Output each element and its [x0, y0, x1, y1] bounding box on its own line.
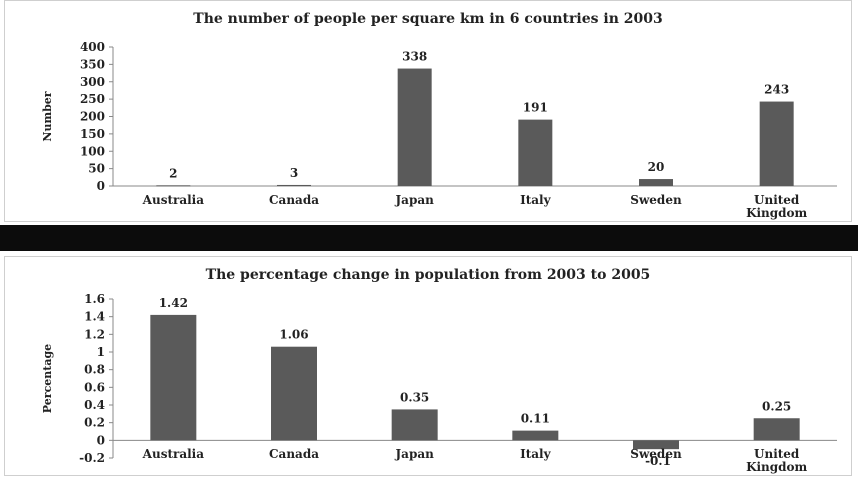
- y-tick-label: 1.4: [84, 310, 105, 324]
- x-tick-label-line: Kingdom: [746, 460, 807, 474]
- y-tick-label: 0: [97, 433, 105, 447]
- bar: [759, 101, 794, 186]
- x-tick-label: Sweden: [630, 193, 682, 207]
- y-tick-label: 0.2: [84, 416, 105, 430]
- bar: [156, 185, 191, 187]
- y-tick-label: 0: [97, 179, 105, 193]
- x-tick-label: Italy: [520, 193, 551, 207]
- y-axis-label: Percentage: [41, 344, 54, 413]
- data-label: 20: [648, 160, 665, 174]
- x-tick-label: Japan: [394, 193, 434, 207]
- data-label: 0.11: [521, 412, 550, 426]
- y-tick-label: 350: [80, 57, 105, 71]
- density-chart-title: The number of people per square km in 6 …: [193, 11, 663, 27]
- data-label: 3: [290, 166, 298, 180]
- data-label: 1.42: [159, 296, 188, 310]
- bar: [391, 409, 438, 441]
- population-change-chart-panel: The percentage change in population from…: [4, 256, 852, 476]
- data-label: 2: [169, 166, 177, 180]
- divider-band: [0, 225, 858, 251]
- x-tick-label: Australia: [142, 193, 205, 207]
- population-change-chart: Percentage -0.2 0 0.2 0.4 0.6 0.8 1 1.2 1.4 1.6 1.4…: [41, 292, 837, 474]
- bar: [633, 440, 679, 450]
- y-tick-label: 200: [80, 110, 105, 124]
- y-axis-label: Number: [41, 91, 54, 141]
- x-tick-label: Canada: [269, 193, 319, 207]
- y-tick-label: 100: [80, 144, 105, 158]
- bar: [518, 119, 553, 186]
- data-label: 338: [402, 50, 427, 64]
- density-chart: Number 0 50 100 150 200 250 300 350 400 2 Australia…: [41, 40, 837, 220]
- bar: [271, 346, 317, 441]
- population-change-chart-title: The percentage change in population from…: [205, 267, 651, 283]
- x-tick-label: Japan: [394, 447, 434, 461]
- data-label: 0.25: [762, 399, 791, 413]
- y-tick-label: 300: [80, 75, 105, 89]
- data-label: 0.35: [400, 390, 429, 404]
- data-label: 243: [764, 83, 789, 97]
- y-tick-label: 150: [80, 127, 105, 141]
- y-tick-label: 250: [80, 92, 105, 106]
- x-tick-label: United Kingdom: [746, 193, 807, 220]
- y-tick-label: 1.6: [84, 292, 105, 306]
- y-tick-label: 1.2: [84, 327, 105, 341]
- bar: [512, 430, 559, 441]
- x-tick-label: Sweden: [630, 447, 682, 461]
- y-tick-label: 400: [80, 40, 105, 54]
- y-tick-label: 0.4: [84, 398, 105, 412]
- y-tick-label: 0.8: [84, 363, 105, 377]
- x-tick-label: Canada: [269, 447, 319, 461]
- x-tick-label: Italy: [520, 447, 551, 461]
- bar: [639, 179, 673, 186]
- x-tick-label-line: United: [754, 193, 800, 207]
- bar: [753, 418, 800, 441]
- density-chart-panel: The number of people per square km in 6 …: [4, 0, 852, 222]
- y-tick-label: 50: [88, 162, 105, 176]
- x-tick-label-line: United: [754, 447, 800, 461]
- y-tick-label: 0.6: [84, 380, 105, 394]
- bar: [150, 314, 197, 441]
- x-tick-label-line: Kingdom: [746, 206, 807, 220]
- x-tick-label: Australia: [142, 447, 205, 461]
- data-label: 1.06: [279, 328, 308, 342]
- bar: [277, 184, 311, 186]
- x-tick-label: United Kingdom: [746, 447, 807, 474]
- y-tick-label: 1: [97, 345, 105, 359]
- data-label: -0.1: [645, 454, 671, 468]
- y-tick-label: -0.2: [79, 451, 105, 465]
- bar: [397, 68, 432, 186]
- data-label: 191: [523, 101, 548, 115]
